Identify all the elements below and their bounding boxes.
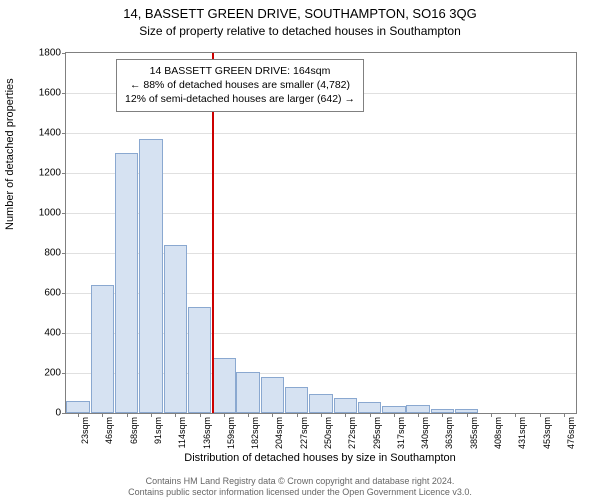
y-tick-label: 1200 bbox=[39, 168, 66, 179]
x-tick-label: 23sqm bbox=[78, 417, 90, 444]
histogram-bar bbox=[66, 401, 89, 413]
histogram-bar bbox=[382, 406, 405, 413]
x-tick-label: 182sqm bbox=[248, 417, 260, 449]
x-axis-label: Distribution of detached houses by size … bbox=[65, 452, 575, 464]
histogram-bar bbox=[261, 377, 284, 413]
infobox-line2: ← 88% of detached houses are smaller (4,… bbox=[125, 78, 355, 92]
x-tick-label: 227sqm bbox=[297, 417, 309, 449]
x-tick-label: 408sqm bbox=[491, 417, 503, 449]
y-tick-label: 200 bbox=[44, 368, 66, 379]
x-tick-label: 68sqm bbox=[127, 417, 139, 444]
y-tick-label: 800 bbox=[44, 248, 66, 259]
histogram-bar bbox=[406, 405, 429, 413]
histogram-bar bbox=[309, 394, 332, 413]
histogram-bar bbox=[164, 245, 187, 413]
chart-subtitle: Size of property relative to detached ho… bbox=[0, 24, 600, 38]
x-tick-label: 453sqm bbox=[540, 417, 552, 449]
histogram-bar bbox=[285, 387, 308, 413]
y-tick-label: 400 bbox=[44, 328, 66, 339]
footer-line1: Contains HM Land Registry data © Crown c… bbox=[0, 476, 600, 487]
x-tick-label: 340sqm bbox=[418, 417, 430, 449]
y-tick-label: 1000 bbox=[39, 208, 66, 219]
chart-plot-area: 02004006008001000120014001600180023sqm46… bbox=[65, 52, 577, 414]
infobox-line1: 14 BASSETT GREEN DRIVE: 164sqm bbox=[125, 64, 355, 78]
histogram-bar bbox=[188, 307, 211, 413]
chart-container: 14, BASSETT GREEN DRIVE, SOUTHAMPTON, SO… bbox=[0, 0, 600, 500]
x-tick-label: 114sqm bbox=[175, 417, 187, 448]
histogram-bar bbox=[236, 372, 259, 413]
histogram-bar bbox=[358, 402, 381, 413]
y-tick-label: 600 bbox=[44, 288, 66, 299]
y-tick-label: 0 bbox=[55, 408, 66, 419]
histogram-bar bbox=[91, 285, 114, 413]
histogram-bar bbox=[139, 139, 162, 413]
x-tick-label: 431sqm bbox=[515, 417, 527, 449]
x-tick-label: 363sqm bbox=[442, 417, 454, 449]
x-tick-label: 476sqm bbox=[564, 417, 576, 449]
x-tick-label: 136sqm bbox=[200, 417, 212, 449]
x-tick-label: 250sqm bbox=[321, 417, 333, 449]
chart-footer: Contains HM Land Registry data © Crown c… bbox=[0, 476, 600, 499]
x-tick-label: 317sqm bbox=[394, 417, 406, 449]
x-tick-label: 159sqm bbox=[224, 417, 236, 449]
footer-line2: Contains public sector information licen… bbox=[0, 487, 600, 498]
x-tick-label: 204sqm bbox=[272, 417, 284, 449]
y-axis-label: Number of detached properties bbox=[4, 78, 16, 230]
marker-infobox: 14 BASSETT GREEN DRIVE: 164sqm ← 88% of … bbox=[116, 59, 364, 112]
histogram-bar bbox=[115, 153, 138, 413]
histogram-bar bbox=[212, 358, 235, 413]
gridline bbox=[66, 133, 576, 134]
histogram-bar bbox=[334, 398, 357, 413]
infobox-line3: 12% of semi-detached houses are larger (… bbox=[125, 92, 355, 106]
y-tick-label: 1600 bbox=[39, 88, 66, 99]
y-tick-label: 1400 bbox=[39, 128, 66, 139]
x-tick-label: 91sqm bbox=[151, 417, 163, 444]
x-tick-label: 295sqm bbox=[370, 417, 382, 449]
x-tick-label: 385sqm bbox=[467, 417, 479, 449]
x-tick-label: 272sqm bbox=[345, 417, 357, 449]
chart-title: 14, BASSETT GREEN DRIVE, SOUTHAMPTON, SO… bbox=[0, 0, 600, 23]
y-tick-label: 1800 bbox=[39, 48, 66, 59]
x-tick-label: 46sqm bbox=[102, 417, 114, 444]
